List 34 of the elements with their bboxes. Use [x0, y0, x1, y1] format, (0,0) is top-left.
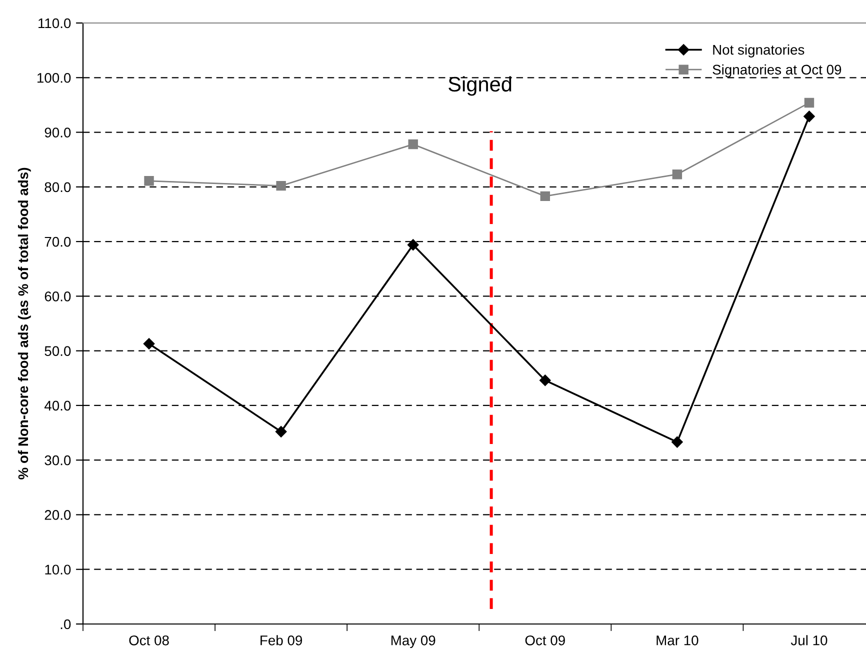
point: [540, 374, 551, 386]
y-tick-label: .0: [60, 619, 71, 630]
x-tick-label: Oct 09: [525, 635, 565, 646]
annotation: Signed: [448, 76, 512, 96]
y-axis-title: % of Non-core food ads (as % of total food ads): [18, 168, 31, 480]
point: [672, 436, 683, 448]
y-tick-label: 100.0: [38, 72, 71, 83]
point: [408, 139, 418, 150]
legend-label: Not signatories: [713, 44, 804, 58]
y-tick-label: 20.0: [44, 510, 71, 520]
point: [276, 180, 286, 191]
y-tick-label: 90.0: [44, 128, 71, 138]
point: [804, 110, 815, 122]
point: [144, 176, 154, 186]
point: [804, 98, 814, 108]
y-tick-label: 80.0: [44, 182, 71, 192]
point: [275, 426, 287, 438]
y-tick-label: 60.0: [44, 292, 71, 302]
y-tick-label: 30.0: [44, 455, 71, 466]
point: [407, 239, 419, 250]
y-tick-label: 70.0: [44, 236, 71, 247]
y-tick-label: 40.0: [44, 400, 71, 411]
y-tick-label: 110.0: [38, 18, 71, 28]
x-tick-label: Feb 09: [260, 635, 302, 646]
point: [143, 338, 155, 350]
x-tick-label: May 09: [391, 635, 436, 648]
point: [672, 169, 682, 180]
y-tick-label: 50.0: [44, 346, 71, 356]
x-tick-label: Jul 10: [790, 635, 828, 646]
x-tick-label: Oct 08: [129, 635, 169, 646]
x-tick-label: Mar 10: [656, 635, 698, 646]
legend-label: Signatories at Oct 09: [712, 64, 842, 78]
point: [540, 191, 550, 202]
y-tick-label: 10.0: [45, 564, 71, 575]
